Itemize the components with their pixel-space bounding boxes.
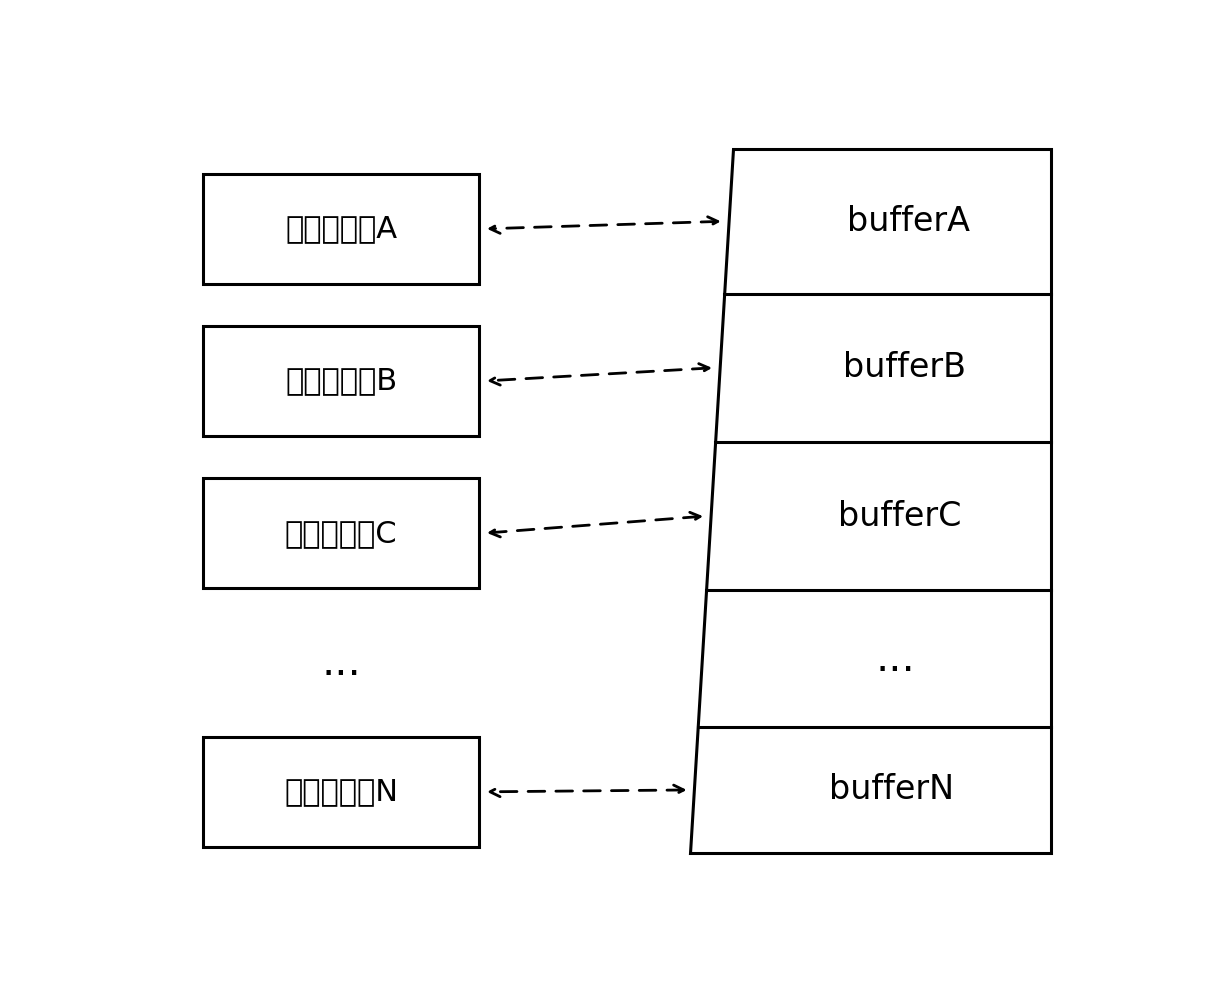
Text: 从操作系统C: 从操作系统C: [284, 519, 397, 547]
Text: 从操作系统A: 从操作系统A: [286, 214, 397, 243]
Text: 从操作系统B: 从操作系统B: [286, 367, 397, 395]
Text: ...: ...: [322, 641, 361, 684]
Bar: [203, 326, 479, 436]
Bar: [203, 737, 479, 847]
Text: ...: ...: [876, 637, 916, 680]
Polygon shape: [691, 149, 1051, 853]
Text: bufferA: bufferA: [847, 205, 970, 238]
Text: bufferB: bufferB: [843, 351, 966, 384]
Bar: [203, 174, 479, 284]
Text: bufferC: bufferC: [839, 500, 962, 533]
Bar: [203, 478, 479, 588]
Text: 主操作系统N: 主操作系统N: [284, 778, 398, 806]
Text: bufferN: bufferN: [829, 774, 955, 806]
